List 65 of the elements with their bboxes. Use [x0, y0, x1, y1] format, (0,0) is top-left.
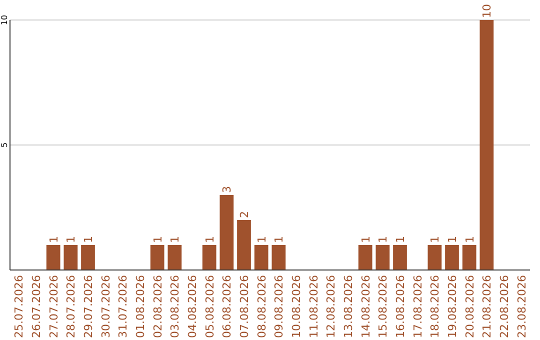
x-tick-label: 20.08.2026 [463, 275, 476, 338]
data-label: 1 [359, 236, 372, 243]
bar [81, 245, 95, 270]
x-tick-label: 18.08.2026 [428, 275, 442, 338]
data-label: 2 [238, 211, 251, 218]
x-tick-label: 14.08.2026 [359, 275, 372, 338]
data-label: 1 [376, 236, 390, 243]
bar [64, 245, 78, 270]
bar [237, 220, 251, 270]
data-label: 1 [272, 236, 286, 243]
data-label: 3 [220, 186, 234, 193]
bar [220, 195, 234, 270]
data-label: 1 [168, 236, 182, 243]
x-tick-label: 30.07.2026 [99, 275, 112, 338]
x-tick-label: 05.08.2026 [203, 275, 216, 338]
data-label: 1 [394, 236, 407, 243]
x-tick-label: 01.08.2026 [134, 275, 147, 338]
x-tick-label: 19.08.2026 [446, 275, 459, 338]
data-label: 1 [428, 236, 442, 243]
bar [202, 245, 216, 270]
x-tick-label: 07.08.2026 [238, 275, 251, 338]
bar [480, 20, 494, 270]
x-tick-label: 29.07.2026 [82, 275, 95, 338]
x-tick-label: 27.07.2026 [47, 275, 60, 338]
x-tick-label: 10.08.2026 [290, 275, 303, 338]
bar [168, 245, 182, 270]
x-tick-label: 06.08.2026 [220, 275, 234, 338]
bar [358, 245, 372, 270]
x-tick-label: 22.08.2026 [498, 275, 511, 338]
data-label: 10 [480, 4, 494, 18]
bar [46, 245, 60, 270]
bar [150, 245, 164, 270]
x-tick-label: 03.08.2026 [168, 275, 182, 338]
bar [376, 245, 390, 270]
x-tick-label: 11.08.2026 [307, 275, 320, 338]
y-tick-label: 5 [0, 142, 9, 148]
data-label: 1 [446, 236, 459, 243]
bar [428, 245, 442, 270]
x-tick-label: 09.08.2026 [272, 275, 286, 338]
bar [393, 245, 407, 270]
x-tick-label: 04.08.2026 [186, 275, 199, 338]
x-tick-label: 16.08.2026 [394, 275, 407, 338]
x-tick-label: 17.08.2026 [411, 275, 424, 338]
x-tick-label: 15.08.2026 [376, 275, 390, 338]
bar [272, 245, 286, 270]
data-label: 1 [47, 236, 60, 243]
x-tick-label: 23.08.2026 [515, 275, 528, 338]
x-tick-label: 02.08.2026 [151, 275, 164, 338]
x-tick-label: 12.08.2026 [324, 275, 338, 338]
bar [462, 245, 476, 270]
data-label: 1 [463, 236, 476, 243]
data-label: 1 [203, 236, 216, 243]
bar [254, 245, 268, 270]
x-tick-label: 25.07.2026 [12, 275, 26, 338]
x-tick-label: 13.08.2026 [342, 275, 355, 338]
bar [445, 245, 459, 270]
x-tick-label: 28.07.2026 [64, 275, 78, 338]
data-label: 1 [64, 236, 78, 243]
data-label: 1 [82, 236, 95, 243]
data-label: 1 [255, 236, 268, 243]
x-tick-label: 26.07.2026 [30, 275, 43, 338]
x-tick-label: 08.08.2026 [255, 275, 268, 338]
data-label: 1 [151, 236, 164, 243]
x-tick-label: 31.07.2026 [116, 275, 130, 338]
x-tick-label: 21.08.2026 [480, 275, 494, 338]
